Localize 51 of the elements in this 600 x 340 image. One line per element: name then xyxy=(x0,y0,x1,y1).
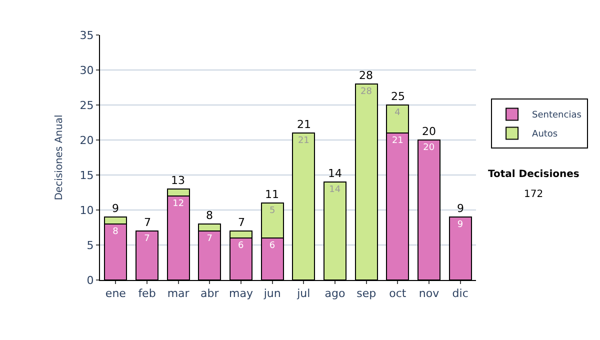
data-label: 7 xyxy=(206,234,213,244)
data-label: 12 xyxy=(172,199,184,209)
total-label: 20 xyxy=(422,125,436,138)
text: Total Decisiones xyxy=(488,169,580,180)
y-tick-label: 30 xyxy=(80,64,94,77)
y-tick-label: 20 xyxy=(80,134,94,147)
x-tick-label: may xyxy=(229,287,254,300)
total-label: 13 xyxy=(171,174,185,187)
data-label: 14 xyxy=(329,185,341,195)
data-label: 4 xyxy=(394,108,401,118)
x-tick-label: mar xyxy=(167,287,190,300)
y-tick-label: 0 xyxy=(86,274,94,287)
total-label: 9 xyxy=(112,202,119,215)
x-tick-label: ene xyxy=(105,287,126,300)
total-label: 8 xyxy=(206,209,213,222)
y-tick-label: 25 xyxy=(80,98,94,112)
x-tick-label: dic xyxy=(452,287,468,300)
legend-label: Sentencias xyxy=(532,110,582,121)
data-label: 5 xyxy=(269,206,276,216)
total-label: 11 xyxy=(265,188,279,201)
x-tick-label: abr xyxy=(200,287,220,300)
y-tick-label: 35 xyxy=(80,28,94,42)
text: 172 xyxy=(524,189,544,200)
data-label: 6 xyxy=(238,241,244,251)
data-label: 21 xyxy=(392,136,404,146)
total-label: 28 xyxy=(359,69,373,82)
data-label: 21 xyxy=(298,136,310,146)
total-label: 9 xyxy=(457,202,464,215)
x-tick-label: sep xyxy=(356,287,376,300)
total-label: 7 xyxy=(238,216,245,229)
y-tick-label: 10 xyxy=(80,204,94,217)
x-tick-label: feb xyxy=(138,287,156,300)
x-tick-label: ago xyxy=(324,287,346,300)
data-label: 7 xyxy=(144,234,150,244)
x-tick-label: jun xyxy=(262,287,281,300)
data-label: 8 xyxy=(112,227,119,237)
data-label: 20 xyxy=(423,143,435,153)
x-tick-label: jul xyxy=(296,287,310,300)
x-tick-label: nov xyxy=(418,287,440,300)
y-tick-label: 5 xyxy=(86,238,94,252)
data-label: 9 xyxy=(457,220,464,230)
y-axis-title: Decisiones Anual xyxy=(54,114,65,200)
legend-label: Autos xyxy=(532,130,558,140)
total-label: 25 xyxy=(391,90,405,103)
x-tick-label: oct xyxy=(389,287,407,300)
total-label: 21 xyxy=(297,118,311,131)
data-label: 6 xyxy=(269,241,276,251)
total-label: 7 xyxy=(144,216,151,229)
total-label: 14 xyxy=(328,167,342,180)
y-tick-label: 15 xyxy=(80,168,94,182)
data-label: 28 xyxy=(360,87,372,97)
